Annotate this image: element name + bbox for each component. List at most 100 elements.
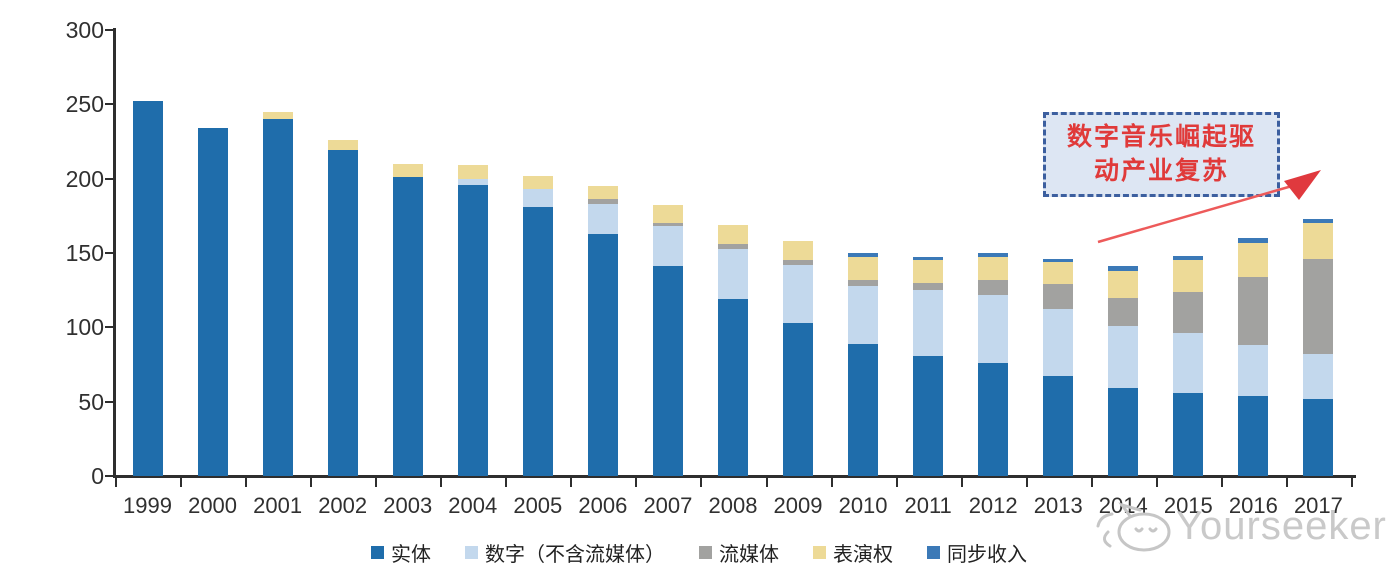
- legend-item: 流媒体: [699, 538, 779, 567]
- bar-segment-1999: [132, 101, 163, 476]
- bar-segment-2004: [457, 178, 488, 185]
- bar-segment-2009: [783, 241, 814, 261]
- x-tick-mark: [635, 477, 638, 487]
- bar-segment-2010: [848, 257, 879, 280]
- x-tick-label: 1999: [123, 493, 172, 518]
- bar-segment-2009: [783, 260, 814, 265]
- legend-swatch-icon: [465, 546, 478, 559]
- bar-segment-2017: [1303, 354, 1334, 399]
- y-tick-mark: [105, 29, 114, 31]
- y-axis-line: [113, 28, 116, 478]
- annotation-callout: 数字音乐崛起驱 动产业复苏: [1043, 112, 1280, 197]
- bar-segment-2015: [1173, 255, 1204, 261]
- bar-segment-2007: [652, 226, 683, 267]
- y-tick-label: 300: [65, 17, 104, 43]
- chart-legend: 实体 数字（不含流媒体） 流媒体 表演权 同步收入: [0, 538, 1398, 567]
- x-tick-label: 2010: [838, 493, 888, 518]
- bar-segment-2016: [1238, 276, 1269, 346]
- x-tick-mark: [1090, 477, 1093, 487]
- y-tick-mark: [105, 252, 114, 254]
- x-tick-mark: [1220, 477, 1223, 487]
- x-tick-label: 2013: [1033, 493, 1083, 518]
- bar-segment-2016: [1238, 345, 1269, 396]
- x-tick-label: 2006: [578, 493, 628, 518]
- bar-segment-2013: [1043, 258, 1074, 262]
- bar-segment-2010: [848, 279, 879, 286]
- x-tick-mark: [180, 477, 183, 487]
- bar-segment-2006: [587, 199, 618, 204]
- x-tick-label: 2011: [904, 493, 952, 518]
- legend-swatch-icon: [371, 546, 384, 559]
- legend-label: 同步收入: [947, 544, 1027, 566]
- legend-swatch-icon: [699, 546, 712, 559]
- x-tick-label: 2012: [968, 493, 1018, 518]
- y-tick-mark: [105, 400, 114, 403]
- bar-segment-2003: [392, 163, 423, 178]
- x-axis-line: [113, 475, 1356, 478]
- bar-segment-2013: [1043, 261, 1074, 285]
- x-tick-mark: [505, 477, 508, 487]
- bar-segment-2005: [522, 175, 553, 190]
- bar-segment-2011: [913, 257, 944, 261]
- x-tick-label: 2014: [1098, 493, 1148, 518]
- x-tick-mark: [570, 477, 573, 487]
- bar-segment-2013: [1043, 284, 1074, 310]
- x-tick-label: 2017: [1293, 493, 1343, 518]
- bar-segment-2008: [717, 248, 748, 300]
- bar-segment-2011: [913, 290, 944, 356]
- x-tick-mark: [765, 477, 768, 487]
- y-tick-label: 50: [78, 388, 104, 415]
- bar-segment-2009: [783, 322, 814, 476]
- bar-segment-2008: [717, 244, 748, 249]
- bar-segment-2007: [652, 266, 683, 476]
- bar-segment-2011: [913, 282, 944, 291]
- x-tick-mark: [115, 477, 117, 487]
- bar-segment-2014: [1108, 297, 1139, 326]
- y-tick-label: 150: [65, 240, 104, 266]
- bar-segment-2014: [1108, 270, 1139, 298]
- x-tick-mark: [1350, 477, 1353, 487]
- bar-segment-2012: [978, 294, 1009, 363]
- y-tick-label: 0: [91, 463, 104, 489]
- bar-segment-2015: [1173, 260, 1204, 292]
- legend-label: 实体: [391, 544, 431, 566]
- bar-segment-2011: [913, 355, 944, 476]
- bar-segment-2010: [848, 253, 879, 258]
- bar-segment-2000: [197, 128, 228, 476]
- x-tick-label: 2000: [188, 493, 238, 518]
- x-tick-mark: [1155, 477, 1158, 487]
- y-tick-mark: [105, 177, 114, 180]
- x-tick-label: 2005: [513, 493, 563, 518]
- bar-segment-2013: [1043, 376, 1074, 476]
- bar-segment-2013: [1043, 309, 1074, 377]
- x-tick-mark: [830, 477, 833, 487]
- annotation-text-line2: 动产业复苏: [1093, 157, 1229, 185]
- legend-label: 流媒体: [719, 544, 779, 566]
- x-tick-label: 2015: [1163, 493, 1213, 518]
- legend-label: 表演权: [833, 544, 893, 566]
- annotation-text-line1: 数字音乐崛起驱: [1066, 123, 1256, 151]
- bar-segment-2016: [1238, 238, 1269, 243]
- bar-segment-2016: [1238, 242, 1269, 277]
- bar-segment-2014: [1108, 266, 1139, 271]
- x-tick-mark: [375, 477, 378, 487]
- y-tick-mark: [105, 326, 114, 329]
- bar-segment-2016: [1238, 395, 1269, 476]
- bar-segment-2006: [587, 186, 618, 200]
- bar-segment-2012: [978, 257, 1009, 280]
- bar-segment-2006: [587, 233, 618, 476]
- bar-segment-2007: [652, 223, 683, 227]
- bar-segment-2005: [522, 206, 553, 476]
- legend-item: 表演权: [813, 538, 893, 567]
- bar-segment-2015: [1173, 291, 1204, 334]
- x-tick-mark: [895, 477, 898, 487]
- legend-swatch-icon: [927, 546, 940, 559]
- x-tick-label: 2004: [448, 493, 498, 518]
- x-tick-mark: [1285, 477, 1288, 487]
- legend-item: 实体: [371, 538, 431, 567]
- bar-segment-2017: [1303, 258, 1334, 355]
- y-tick-mark: [105, 103, 114, 106]
- x-tick-label: 2007: [643, 493, 693, 518]
- bar-segment-2014: [1108, 388, 1139, 476]
